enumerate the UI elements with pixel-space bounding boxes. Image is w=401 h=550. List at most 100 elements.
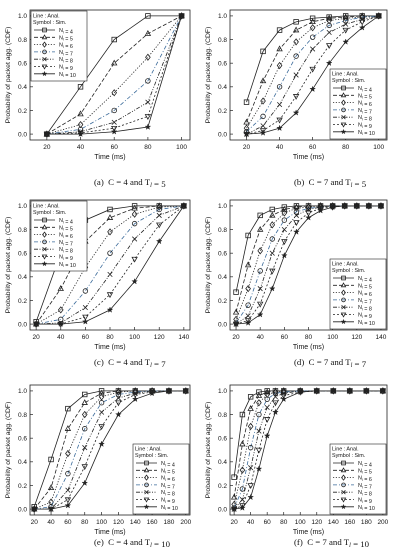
data-point bbox=[77, 84, 84, 90]
legend-marker bbox=[340, 503, 347, 510]
data-point bbox=[375, 12, 383, 19]
data-point bbox=[165, 387, 173, 394]
legend-marker bbox=[341, 99, 346, 106]
data-point bbox=[82, 314, 89, 321]
data-point bbox=[247, 422, 254, 431]
data-point bbox=[293, 19, 299, 25]
legend-marker bbox=[41, 260, 48, 267]
data-point bbox=[98, 440, 105, 447]
chart-panel-b: 0.0 0.2 0.4 0.6 0.8 1.0 20 40 60 80 100 Time (ms) Pr… bbox=[205, 9, 388, 189]
x-tick-label: 80 bbox=[144, 144, 152, 151]
legend-entry: Nl = 7 bbox=[161, 483, 175, 490]
legend-entry: Nl = 5 bbox=[161, 468, 175, 475]
series-10 bbox=[32, 202, 188, 327]
data-point bbox=[305, 214, 312, 221]
y-tick-label: 1.0 bbox=[18, 13, 27, 20]
x-tick-label: 40 bbox=[47, 519, 55, 526]
subfigure-caption: (b) C = 7 and Tl = 5 bbox=[294, 177, 367, 189]
x-tick-label: 180 bbox=[164, 519, 175, 526]
data-point bbox=[65, 487, 71, 493]
series-line bbox=[246, 15, 379, 135]
x-tick-label: 40 bbox=[77, 144, 85, 151]
legend-box bbox=[132, 443, 190, 515]
legend-entry: Nl = 9 bbox=[358, 313, 372, 320]
data-point bbox=[264, 390, 270, 399]
chart-panel-c: 0.0 0.2 0.4 0.6 0.8 1.0 20 40 60 80 100 120 140 Time … bbox=[5, 199, 191, 369]
data-point bbox=[178, 12, 185, 19]
data-point bbox=[239, 411, 246, 418]
legend-entry: Nl = 6 bbox=[358, 101, 372, 108]
x-tick-label: 60 bbox=[82, 334, 90, 341]
legend-marker bbox=[41, 64, 48, 70]
data-point bbox=[281, 252, 288, 259]
legend-entry: Nl = 5 bbox=[59, 35, 73, 42]
y-tick-label: 0.2 bbox=[218, 108, 227, 115]
plot-frame bbox=[29, 9, 191, 141]
series-10 bbox=[230, 387, 387, 512]
series-line bbox=[46, 15, 182, 135]
legend-line-label: Line : Anal. bbox=[332, 447, 359, 453]
x-tick-label: 20 bbox=[33, 334, 41, 341]
subfigure-caption: (d) C = 7 and Tl = 7 bbox=[294, 357, 367, 369]
data-point bbox=[325, 14, 333, 21]
data-point bbox=[155, 237, 163, 245]
y-tick-label: 0.0 bbox=[218, 131, 227, 138]
legend-marker bbox=[42, 247, 47, 252]
data-point bbox=[280, 393, 287, 400]
y-tick-label: 0.6 bbox=[18, 60, 27, 67]
data-point bbox=[111, 59, 118, 66]
x-tick-label: 40 bbox=[57, 334, 65, 341]
y-tick-label: 0.4 bbox=[18, 274, 27, 281]
data-point bbox=[156, 222, 163, 229]
legend-marker bbox=[144, 474, 149, 481]
x-tick-label: 80 bbox=[81, 519, 89, 526]
x-tick-label: 20 bbox=[31, 519, 39, 526]
data-point bbox=[325, 43, 333, 50]
legend-marker bbox=[143, 467, 150, 473]
data-point bbox=[259, 128, 267, 135]
data-point bbox=[247, 405, 254, 411]
legend-entry: Nl = 7 bbox=[59, 50, 73, 57]
data-point bbox=[326, 16, 332, 25]
series-10 bbox=[30, 387, 190, 512]
y-tick-label: 0.0 bbox=[218, 506, 227, 513]
series-line bbox=[46, 15, 182, 135]
series-line bbox=[235, 205, 381, 313]
series-line bbox=[246, 15, 379, 133]
x-tick-label: 100 bbox=[327, 334, 338, 341]
data-point bbox=[358, 24, 366, 31]
data-point bbox=[309, 15, 316, 21]
legend-entry: Nl = 5 bbox=[358, 468, 372, 475]
chart-panel-a: 0.0 0.2 0.4 0.6 0.8 1.0 20 40 60 80 100 Time (ms) Pr… bbox=[5, 9, 191, 189]
data-point bbox=[82, 304, 88, 311]
x-tick-label: 160 bbox=[147, 519, 158, 526]
y-tick-label: 0.6 bbox=[218, 435, 227, 442]
data-point bbox=[145, 13, 151, 19]
data-point bbox=[232, 320, 240, 327]
x-tick-label: 80 bbox=[305, 334, 313, 341]
data-point bbox=[244, 319, 252, 326]
legend-entry: Nl = 6 bbox=[59, 43, 73, 50]
data-point bbox=[57, 320, 65, 327]
x-axis-label: Time (ms) bbox=[293, 344, 324, 351]
x-tick-label: 140 bbox=[178, 334, 189, 341]
data-point bbox=[48, 456, 54, 463]
data-point bbox=[353, 202, 361, 209]
data-point bbox=[244, 261, 252, 268]
legend-marker bbox=[341, 490, 346, 495]
legend-entry: Nl = 9 bbox=[59, 255, 73, 262]
data-point bbox=[230, 493, 238, 500]
legend-marker bbox=[340, 92, 347, 98]
legend-marker bbox=[340, 497, 347, 503]
data-point bbox=[359, 19, 366, 26]
data-point bbox=[309, 24, 316, 32]
data-point bbox=[115, 388, 122, 396]
data-point bbox=[132, 236, 138, 242]
data-point bbox=[156, 206, 162, 213]
data-point bbox=[257, 247, 263, 255]
y-tick-label: 0.0 bbox=[18, 131, 27, 138]
x-tick-label: 140 bbox=[376, 334, 387, 341]
data-point bbox=[111, 107, 117, 114]
x-tick-label: 140 bbox=[130, 519, 141, 526]
legend-symbol-label: Symbol : Sim. bbox=[332, 453, 365, 459]
